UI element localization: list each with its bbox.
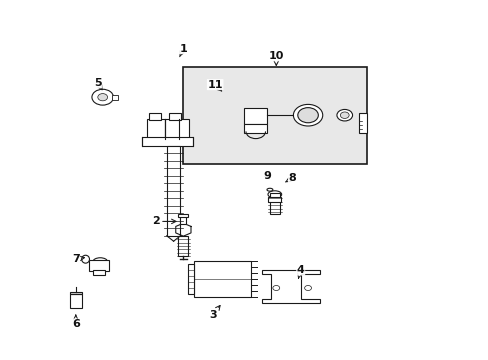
Bar	[112, 95, 118, 100]
Bar	[164, 119, 189, 139]
Text: 3: 3	[208, 306, 220, 320]
Ellipse shape	[81, 255, 89, 263]
Ellipse shape	[266, 188, 272, 191]
Text: 7: 7	[72, 254, 84, 264]
Bar	[89, 260, 108, 271]
Bar	[187, 264, 194, 294]
Ellipse shape	[293, 104, 322, 126]
Ellipse shape	[297, 108, 318, 123]
Bar	[166, 146, 180, 236]
Bar	[70, 292, 81, 294]
Text: 8: 8	[285, 173, 296, 183]
Bar	[268, 197, 281, 202]
Circle shape	[304, 285, 311, 291]
Circle shape	[272, 285, 279, 291]
Text: 10: 10	[268, 51, 284, 66]
Bar	[244, 108, 266, 124]
Text: 5: 5	[94, 78, 102, 90]
Text: 1: 1	[179, 44, 187, 57]
Text: 2: 2	[151, 216, 176, 226]
Ellipse shape	[336, 109, 352, 121]
Bar	[244, 124, 266, 133]
Ellipse shape	[93, 258, 107, 266]
Polygon shape	[261, 270, 320, 303]
Bar	[146, 119, 165, 139]
Ellipse shape	[267, 191, 281, 198]
Bar	[194, 261, 250, 297]
Bar	[168, 113, 181, 120]
Text: 4: 4	[296, 265, 304, 278]
Bar	[269, 193, 279, 214]
Bar	[180, 216, 186, 224]
Bar	[142, 137, 193, 146]
Text: 6: 6	[72, 315, 80, 329]
Bar	[93, 270, 105, 275]
Circle shape	[98, 94, 107, 101]
Bar	[70, 294, 81, 308]
Bar	[178, 236, 188, 256]
Bar	[149, 113, 161, 120]
Ellipse shape	[340, 112, 348, 118]
Bar	[178, 214, 188, 217]
Circle shape	[92, 89, 113, 105]
Bar	[183, 67, 366, 164]
Text: 11: 11	[207, 80, 223, 91]
Bar	[359, 113, 366, 133]
Text: 9: 9	[263, 171, 271, 181]
